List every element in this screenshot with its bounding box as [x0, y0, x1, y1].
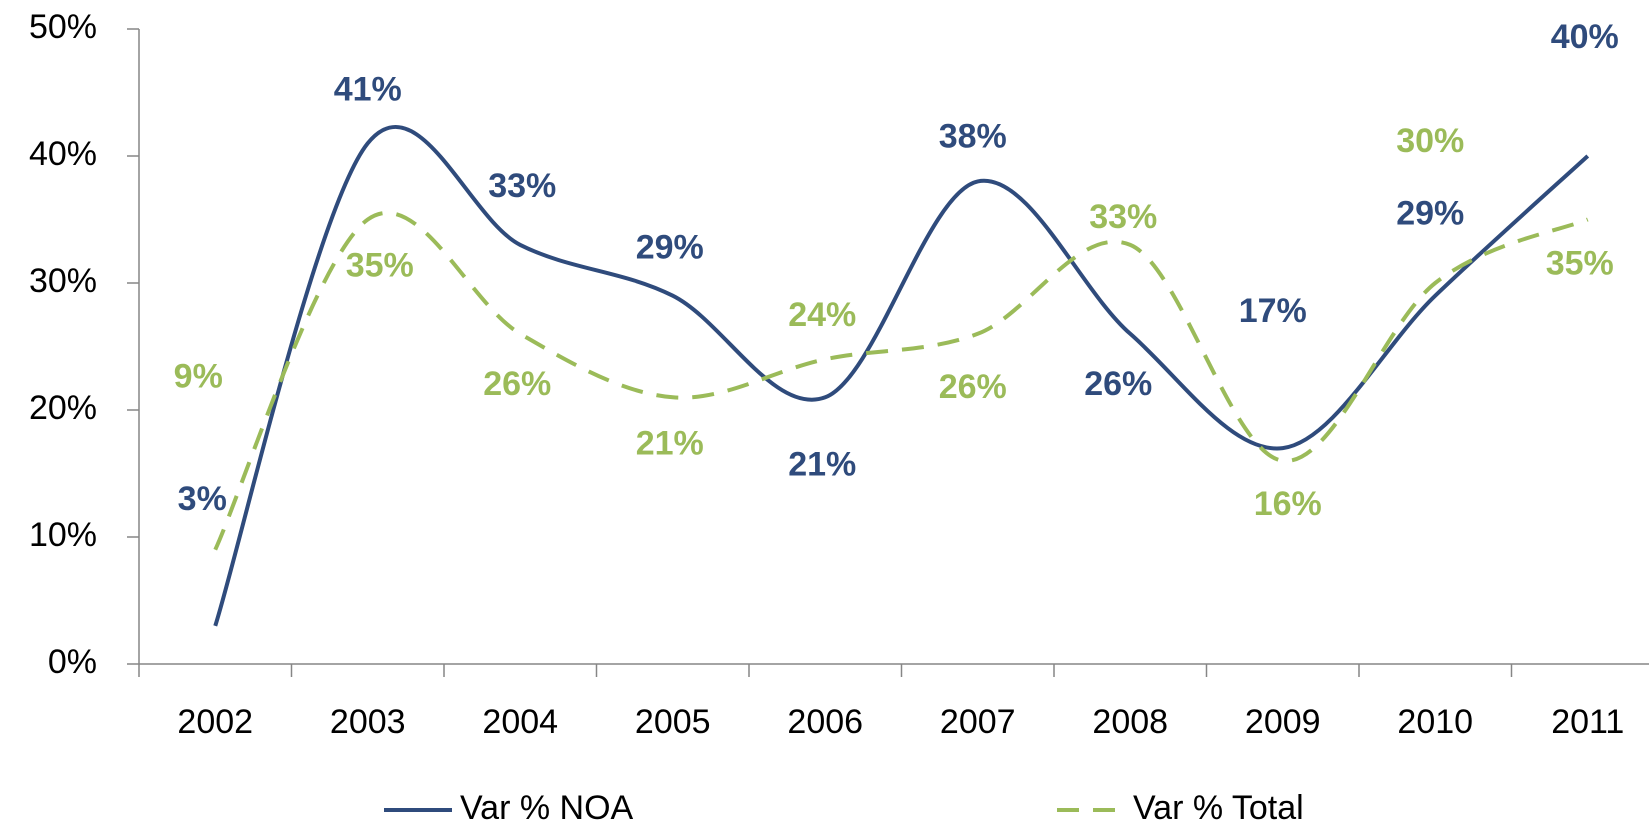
x-tick-label: 2003	[330, 703, 406, 741]
y-tick-label: 50%	[29, 8, 97, 46]
data-label: 21%	[636, 424, 704, 462]
data-label: 29%	[1396, 195, 1464, 233]
x-tick-label: 2004	[482, 703, 558, 741]
x-tick-label: 2009	[1245, 703, 1321, 741]
x-tick-label: 2005	[635, 703, 711, 741]
data-label: 40%	[1551, 18, 1619, 56]
y-tick-label: 40%	[29, 135, 97, 173]
data-label: 17%	[1239, 292, 1307, 330]
data-label: 9%	[174, 358, 223, 396]
y-tick-label: 20%	[29, 389, 97, 427]
x-tick-label: 2002	[177, 703, 253, 741]
data-label: 33%	[488, 167, 556, 205]
x-tick-label: 2007	[940, 703, 1016, 741]
legend-label: Var % NOA	[460, 789, 634, 827]
data-label: 16%	[1254, 485, 1322, 523]
data-label: 26%	[483, 365, 551, 403]
data-label: 26%	[1084, 365, 1152, 403]
data-label: 24%	[788, 296, 856, 334]
y-tick-label: 0%	[48, 643, 97, 681]
series-line	[213, 124, 1590, 627]
data-label: 29%	[636, 229, 704, 267]
data-label: 38%	[939, 117, 1007, 155]
x-tick-label: 2010	[1397, 703, 1473, 741]
data-label: 35%	[1546, 244, 1614, 282]
y-tick-label: 10%	[29, 516, 97, 554]
data-label: 41%	[334, 70, 402, 108]
x-tick-label: 2011	[1551, 703, 1624, 741]
data-label: 33%	[1089, 198, 1157, 236]
data-label: 30%	[1396, 122, 1464, 160]
series-line	[213, 210, 1589, 551]
legend-label: Var % Total	[1133, 789, 1304, 827]
y-tick-label: 30%	[29, 262, 97, 300]
data-label: 35%	[346, 246, 414, 284]
data-label: 21%	[788, 445, 856, 483]
data-label: 3%	[178, 480, 227, 518]
x-tick-label: 2006	[787, 703, 863, 741]
x-tick-label: 2008	[1092, 703, 1168, 741]
data-label: 26%	[939, 368, 1007, 406]
